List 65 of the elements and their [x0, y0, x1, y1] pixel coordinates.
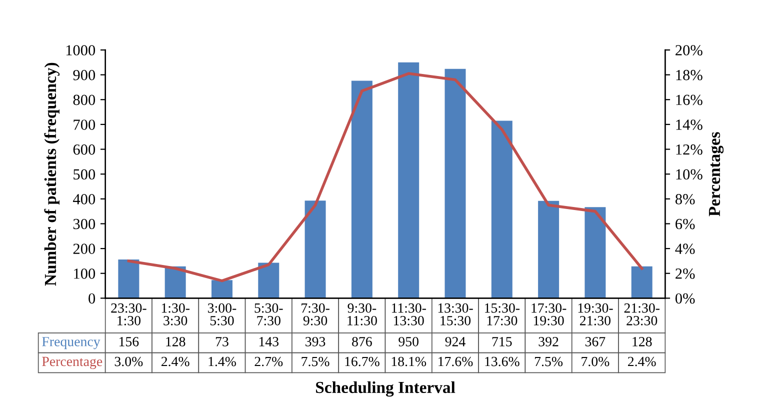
data-label: 950	[398, 336, 418, 346]
text: Percentage	[42, 356, 102, 370]
data-label: 17.6%	[438, 356, 473, 366]
data-label: 3.0%	[114, 356, 143, 366]
data-label: 128	[632, 336, 652, 346]
data-label: 7.0%	[582, 356, 610, 366]
y-tick-label: 100	[74, 268, 96, 279]
y2-tick-label: 4%	[675, 244, 695, 254]
y2-tick-label: 20%	[676, 45, 702, 56]
data-label: 128	[166, 336, 186, 346]
data-label: 16.7%	[345, 356, 380, 366]
y2-tick-label: 6%	[676, 218, 695, 230]
data-label: 13.6%	[485, 356, 520, 366]
y2-tick-label: 16%	[676, 94, 702, 106]
x-tick-label: 19:30- 21:30	[578, 303, 613, 326]
data-label: 367	[585, 337, 606, 346]
x-tick-label: 1:30- 3:30	[162, 303, 190, 326]
y2-tick-label: 10%	[676, 169, 702, 180]
y-tick-label: 600	[73, 144, 96, 155]
data-label: 156	[119, 337, 139, 346]
y2-tick-label: 0%	[675, 293, 695, 304]
x-tick-label: 23:30- 1:30	[111, 303, 146, 326]
x-tick-label: 21:30- 23:30	[624, 303, 660, 326]
y2-axis-title: Percentages	[708, 132, 724, 216]
y-tick-label: 900	[73, 70, 96, 80]
y2-tick-label: 18%	[676, 70, 702, 80]
x-tick-label: 5:30- 7:30	[254, 303, 283, 326]
bar	[211, 280, 232, 298]
data-label: 393	[306, 337, 326, 346]
y-tick-label: 400	[73, 194, 96, 204]
data-label: 392	[538, 337, 558, 346]
data-label: 7.5%	[302, 356, 330, 366]
data-label: 18.1%	[392, 356, 426, 366]
y2-tick-label: 2%	[676, 268, 695, 279]
x-tick-label: 17:30- 19:30	[532, 303, 566, 326]
x-tick-label: 15:30- 17:30	[484, 303, 520, 326]
y-tick-label: 300	[73, 218, 96, 230]
data-label: 143	[259, 337, 279, 346]
x-axis-title: Scheduling Interval	[316, 381, 456, 397]
y-tick-label: 700	[74, 120, 96, 130]
data-label: 7.5%	[535, 356, 563, 366]
y2-tick-label: 12%	[676, 144, 702, 155]
data-label: 1.4%	[208, 356, 236, 366]
y-tick-label: 500	[74, 169, 96, 180]
line-series	[127, 72, 644, 282]
text: Frequency	[42, 337, 100, 350]
y-axis-title: Number of patients (frequency)	[44, 62, 60, 286]
x-tick-label: 3:00- 5:30	[208, 303, 236, 326]
y2-tick-label: 14%	[676, 120, 702, 130]
y-tick-label: 800	[73, 94, 96, 106]
data-label: 2.4%	[628, 356, 656, 366]
y-tick-label: 0	[88, 293, 96, 304]
data-label: 876	[352, 336, 372, 346]
x-tick-label: 11:30- 13:30	[392, 303, 426, 326]
data-label: 715	[492, 337, 512, 346]
y2-tick-label: 8%	[675, 194, 695, 204]
y-tick-label: 1000	[66, 45, 96, 56]
y-tick-label: 200	[73, 244, 96, 254]
data-label: 73	[216, 337, 228, 346]
data-label: 924	[445, 337, 466, 346]
x-tick-label: 13:30- 15:30	[438, 303, 473, 326]
data-label: 2.4%	[161, 356, 190, 366]
x-tick-label: 7:30- 9:30	[302, 303, 330, 326]
data-label: 2.7%	[254, 356, 283, 366]
x-tick-label: 9:30- 11:30	[348, 303, 377, 326]
